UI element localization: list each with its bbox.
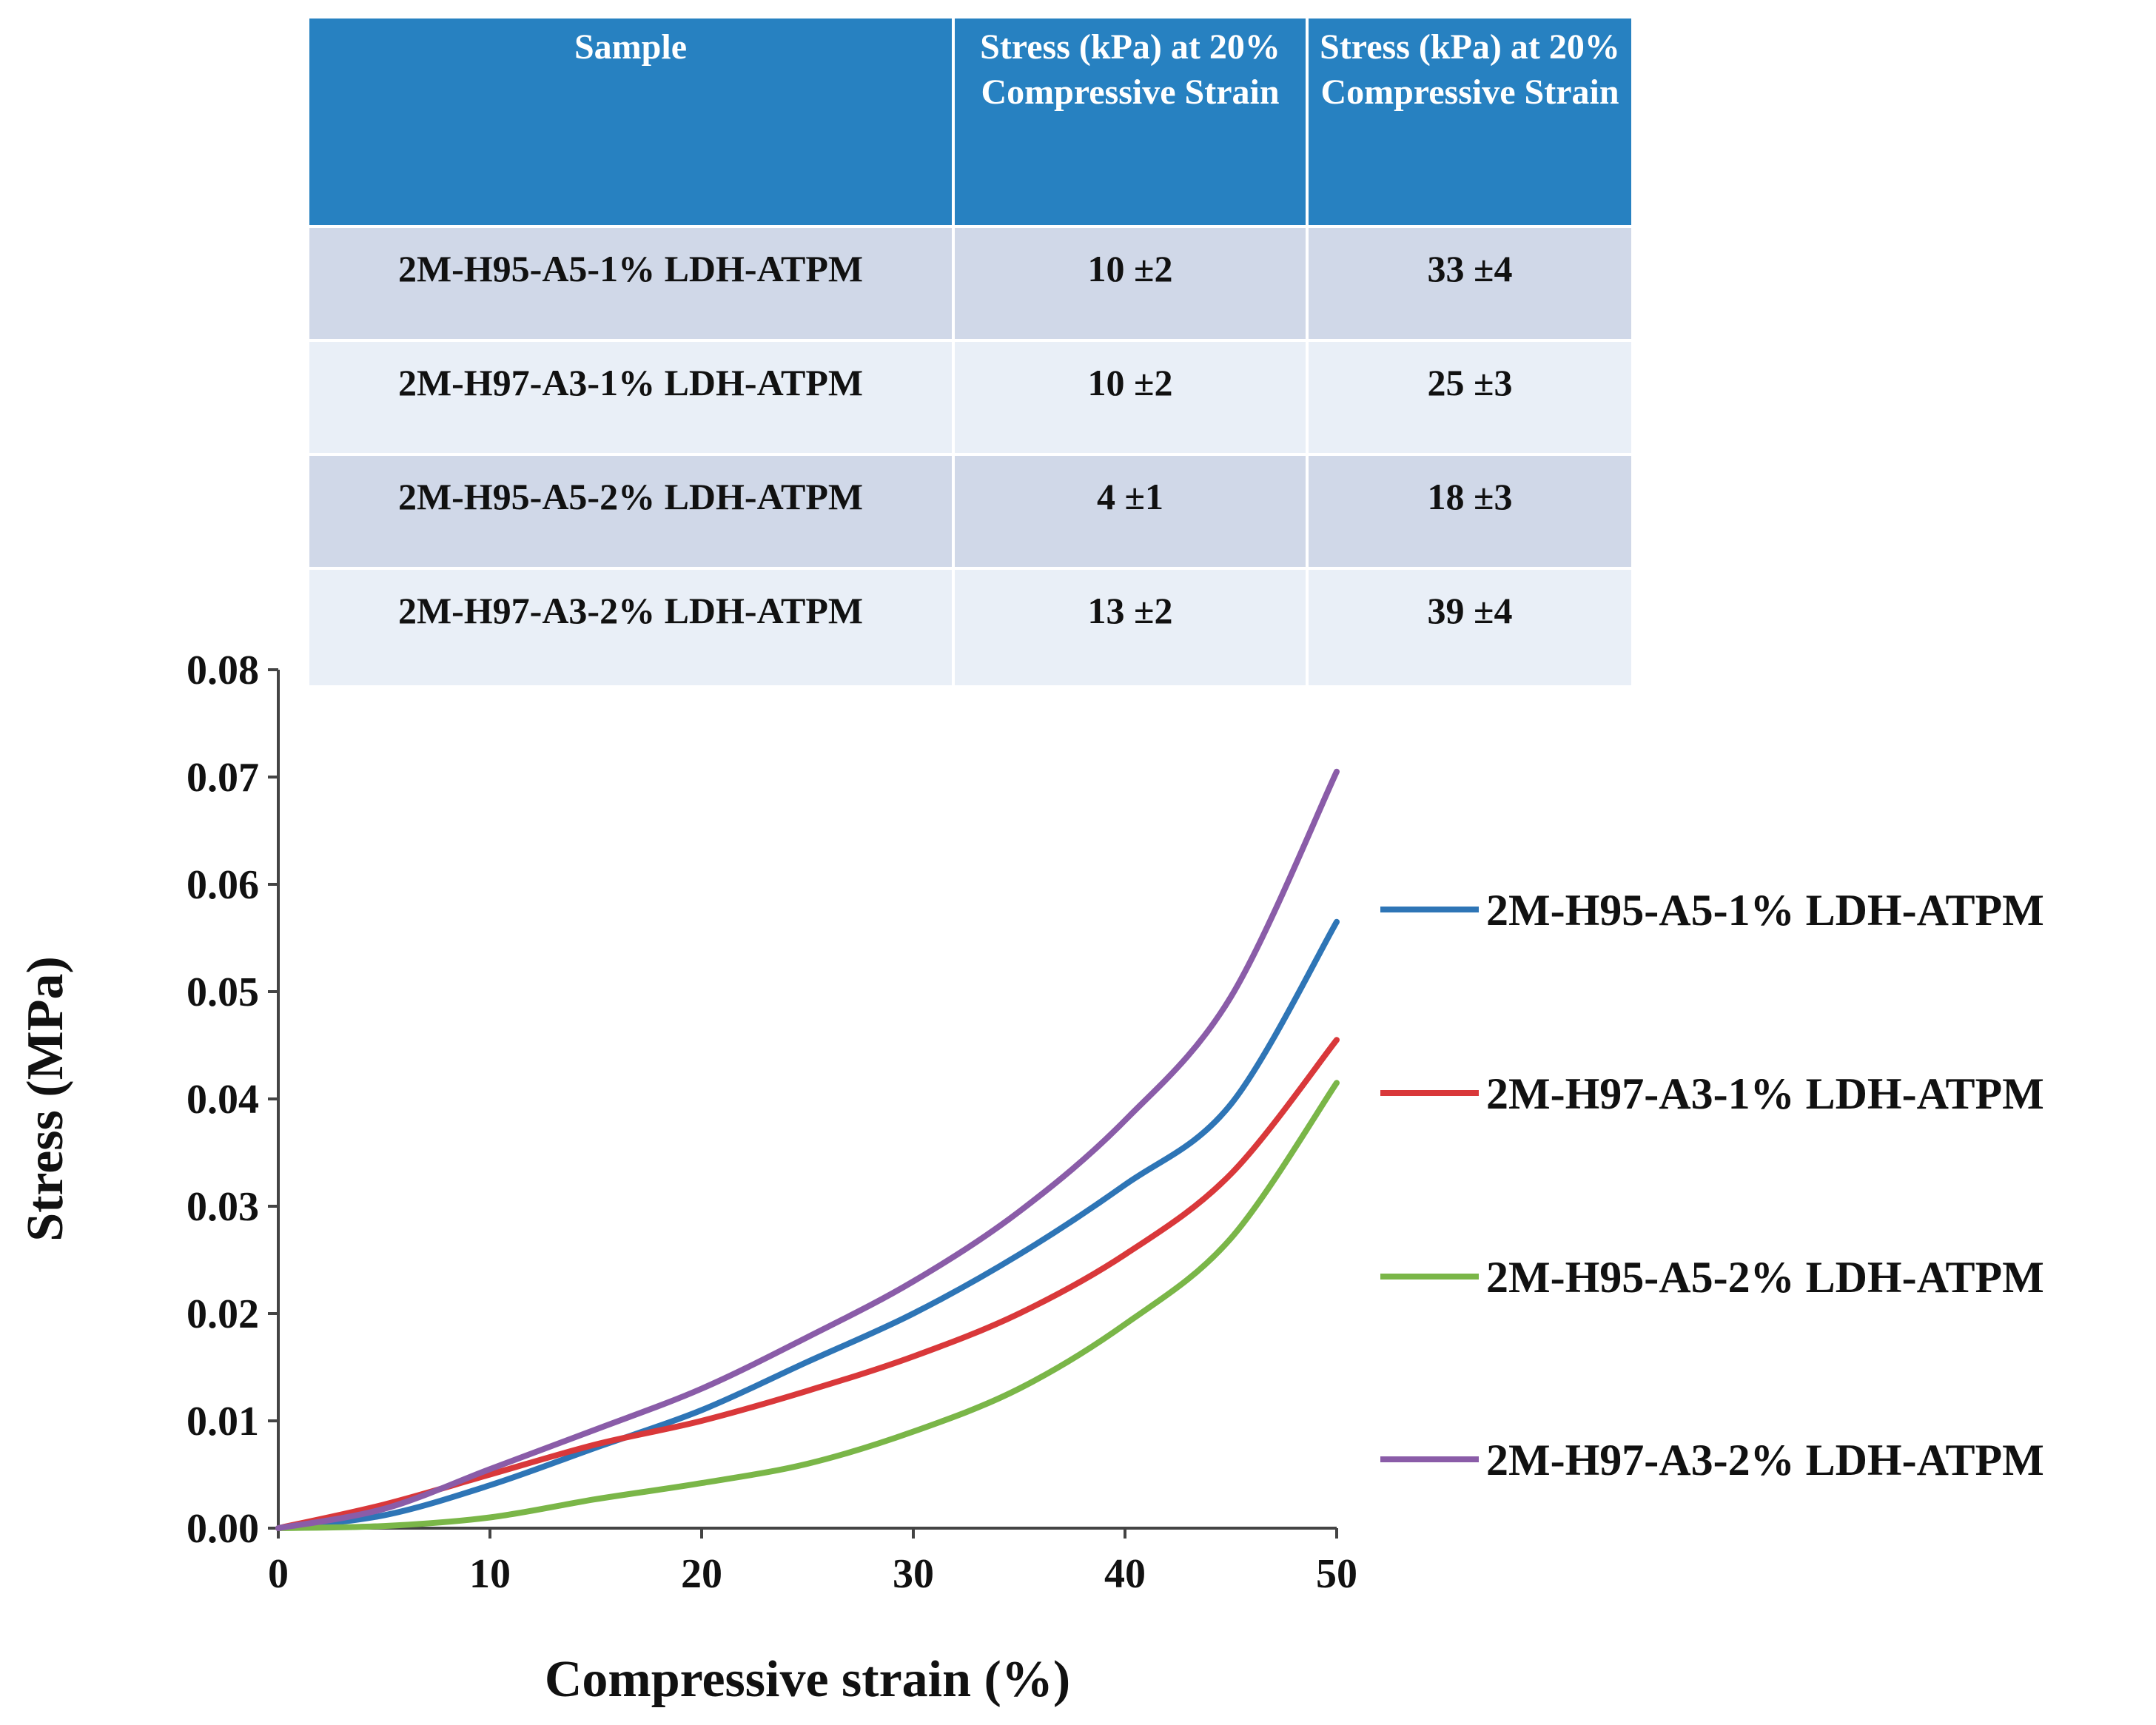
y-tick-label: 0.03 <box>187 1184 259 1230</box>
legend-label: 2M-H95-A5-2% LDH-ATPM <box>1486 1253 2044 1302</box>
y-tick-label: 0.02 <box>187 1291 259 1337</box>
x-tick-label: 20 <box>681 1551 722 1597</box>
table-cell-sample: 2M-H95-A5-2% LDH-ATPM <box>306 453 955 570</box>
y-tick-label: 0.06 <box>187 862 259 908</box>
x-ticks: 0 10 20 30 40 50 <box>268 1528 1357 1597</box>
legend-label: 2M-H97-A3-2% LDH-ATPM <box>1486 1436 2044 1484</box>
table-row: 2M-H95-A5-1% LDH-ATPM 10 ±2 33 ±4 <box>306 225 1634 342</box>
table-cell-sample: 2M-H97-A3-2% LDH-ATPM <box>306 567 955 688</box>
table-row: 2M-H97-A3-2% LDH-ATPM 13 ±2 39 ±4 <box>306 567 1634 688</box>
table-cell-stress-2: 39 ±4 <box>1306 567 1634 688</box>
y-tick-label: 0.01 <box>187 1399 259 1445</box>
table-cell-stress-2: 18 ±3 <box>1306 453 1634 570</box>
y-axis-title: Stress (MPa) <box>17 956 74 1242</box>
y-tick-label: 0.00 <box>187 1506 259 1552</box>
table-cell-sample: 2M-H97-A3-1% LDH-ATPM <box>306 339 955 456</box>
legend: 2M-H95-A5-1% LDH-ATPM 2M-H97-A3-1% LDH-AT… <box>1380 886 2044 1484</box>
table-cell-sample: 2M-H95-A5-1% LDH-ATPM <box>306 225 955 342</box>
table-cell-stress-2: 25 ±3 <box>1306 339 1634 456</box>
table-header-sample: Sample <box>306 16 955 228</box>
y-tick-label: 0.05 <box>187 969 259 1015</box>
x-tick-label: 50 <box>1316 1551 1357 1597</box>
table-cell-stress-2: 33 ±4 <box>1306 225 1634 342</box>
x-tick-label: 0 <box>268 1551 289 1597</box>
x-axis-title: Compressive strain (%) <box>545 1651 1070 1708</box>
y-tick-label: 0.07 <box>187 755 259 801</box>
summary-table: Sample Stress (kPa) at 20% Compressive S… <box>306 16 1634 688</box>
table-header-stress-1: Stress (kPa) at 20% Compressive Strain <box>952 16 1309 228</box>
series-line-4 <box>275 768 1340 1531</box>
y-tick-label: 0.08 <box>187 648 259 693</box>
table-header-row: Sample Stress (kPa) at 20% Compressive S… <box>306 16 1634 228</box>
y-tick-label: 0.04 <box>187 1077 259 1123</box>
table-cell-stress-1: 4 ±1 <box>952 453 1309 570</box>
series-line-1 <box>275 918 1340 1531</box>
table-cell-stress-1: 10 ±2 <box>952 339 1309 456</box>
axes <box>277 670 1337 1530</box>
y-ticks: 0.00 0.01 0.02 0.03 0.04 0.05 0.06 0.07 0.08 <box>187 648 278 1552</box>
x-tick-label: 30 <box>893 1551 934 1597</box>
series-line-3 <box>275 1080 1340 1531</box>
table-row: 2M-H97-A3-1% LDH-ATPM 10 ±2 25 ±3 <box>306 339 1634 456</box>
table-cell-stress-1: 10 ±2 <box>952 225 1309 342</box>
legend-label: 2M-H97-A3-1% LDH-ATPM <box>1486 1069 2044 1118</box>
x-tick-label: 10 <box>469 1551 511 1597</box>
series-lines <box>275 768 1340 1531</box>
x-tick-label: 40 <box>1104 1551 1146 1597</box>
legend-label: 2M-H95-A5-1% LDH-ATPM <box>1486 886 2044 935</box>
table-row: 2M-H95-A5-2% LDH-ATPM 4 ±1 18 ±3 <box>306 453 1634 570</box>
table-header-stress-2: Stress (kPa) at 20% Compressive Strain <box>1306 16 1634 228</box>
table-cell-stress-1: 13 ±2 <box>952 567 1309 688</box>
